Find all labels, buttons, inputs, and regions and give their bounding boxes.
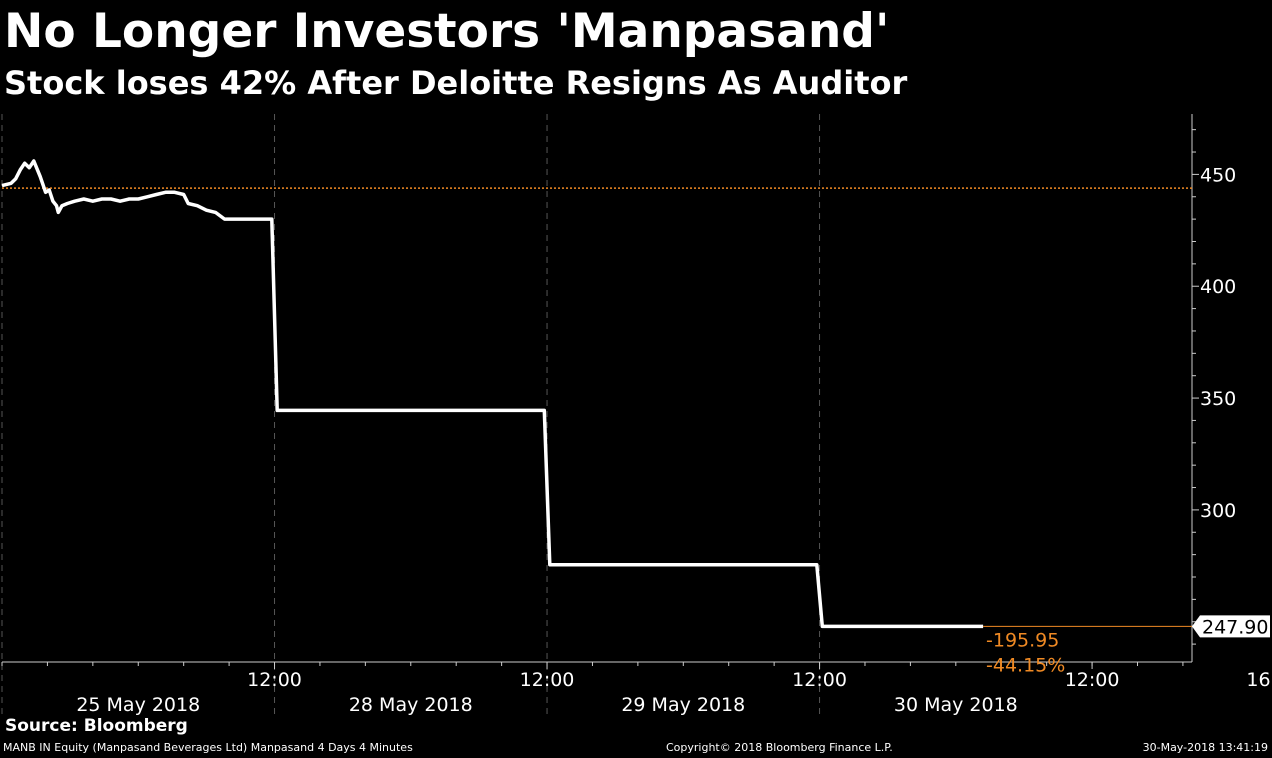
day-label-3: 30 May 2018 bbox=[894, 694, 1018, 716]
copyright-note: Copyright© 2018 Bloomberg Finance L.P. bbox=[666, 741, 893, 754]
source-note: Source: Bloomberg bbox=[5, 716, 188, 736]
day-label-0: 25 May 2018 bbox=[76, 694, 200, 716]
x-tick-label-1: 12:00 bbox=[520, 669, 575, 691]
timestamp: 30-May-2018 13:41:19 bbox=[1142, 741, 1268, 754]
chart-title: No Longer Investors 'Manpasand' bbox=[4, 4, 890, 59]
y-tick-label-350: 350 bbox=[1200, 388, 1236, 410]
y-tick-label-300: 300 bbox=[1200, 500, 1236, 522]
change-absolute: -195.95 bbox=[986, 629, 1059, 651]
chart-subtitle: Stock loses 42% After Deloitte Resigns A… bbox=[4, 64, 908, 102]
y-tick-label-450: 450 bbox=[1200, 164, 1236, 186]
last-price-tag bbox=[1192, 615, 1270, 638]
day-label-2: 29 May 2018 bbox=[621, 694, 745, 716]
x-tick-label-0: 12:00 bbox=[247, 669, 302, 691]
security-description: MANB IN Equity (Manpasand Beverages Ltd)… bbox=[3, 741, 413, 754]
x-tick-label-2: 12:00 bbox=[792, 669, 847, 691]
x-tick-label-3: 12:00 bbox=[1065, 669, 1120, 691]
change-percent: -44.15% bbox=[986, 654, 1065, 676]
day-label-1: 28 May 2018 bbox=[349, 694, 473, 716]
x-tick-label-4: 16:00 bbox=[1246, 669, 1272, 691]
y-tick-label-400: 400 bbox=[1200, 276, 1236, 298]
last-price-label: 247.90 bbox=[1202, 616, 1268, 638]
price-line bbox=[1, 159, 984, 629]
